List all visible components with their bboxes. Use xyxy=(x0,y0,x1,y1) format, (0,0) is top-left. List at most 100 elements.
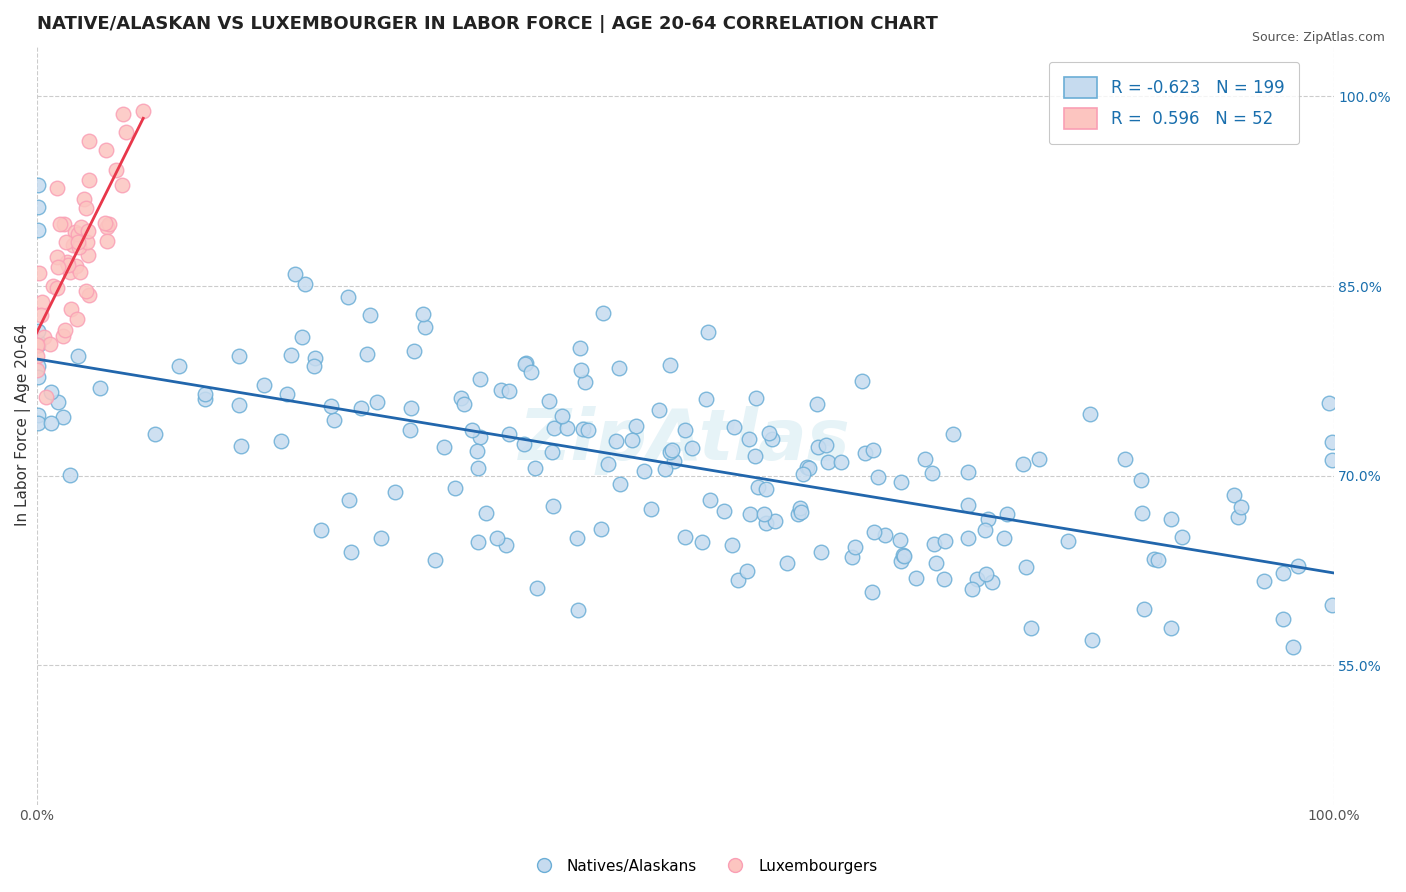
Point xyxy=(893,548,915,562)
Point xyxy=(1014,560,1036,574)
Point xyxy=(960,582,983,596)
Point xyxy=(956,532,979,546)
Point xyxy=(65,259,87,273)
Point xyxy=(276,386,298,401)
Point xyxy=(763,515,786,529)
Point xyxy=(592,306,614,320)
Point xyxy=(489,383,512,397)
Point xyxy=(942,427,965,442)
Point xyxy=(359,309,381,323)
Point xyxy=(567,531,589,545)
Point xyxy=(1322,453,1344,467)
Point xyxy=(654,462,676,476)
Point xyxy=(851,374,873,388)
Point xyxy=(664,453,686,467)
Point xyxy=(96,234,118,248)
Point xyxy=(94,216,117,230)
Point xyxy=(30,308,52,322)
Point xyxy=(284,267,307,281)
Point xyxy=(576,423,599,437)
Point xyxy=(904,571,927,585)
Point xyxy=(67,349,90,363)
Point xyxy=(673,529,696,543)
Point xyxy=(69,265,91,279)
Point xyxy=(727,573,749,587)
Point xyxy=(486,531,509,545)
Point xyxy=(713,504,735,518)
Point xyxy=(167,359,190,373)
Point xyxy=(461,423,484,437)
Point xyxy=(790,505,813,519)
Point xyxy=(755,516,778,531)
Point xyxy=(699,493,721,508)
Point xyxy=(252,378,274,392)
Point xyxy=(1317,396,1340,410)
Point xyxy=(412,307,434,321)
Point xyxy=(474,506,496,520)
Point xyxy=(76,235,98,249)
Point xyxy=(45,180,67,194)
Point xyxy=(792,467,814,482)
Point xyxy=(1171,530,1194,544)
Point xyxy=(56,255,79,269)
Point xyxy=(673,423,696,437)
Point xyxy=(957,465,980,479)
Point xyxy=(59,301,82,316)
Point xyxy=(356,347,378,361)
Point xyxy=(598,457,620,471)
Point xyxy=(569,362,592,376)
Point xyxy=(28,266,51,280)
Point xyxy=(723,420,745,434)
Legend: R = -0.623   N = 199, R =  0.596   N = 52: R = -0.623 N = 199, R = 0.596 N = 52 xyxy=(1049,62,1299,145)
Point xyxy=(498,427,520,442)
Point xyxy=(27,417,49,431)
Point xyxy=(541,445,564,459)
Point xyxy=(621,433,644,447)
Point xyxy=(543,421,565,435)
Point xyxy=(194,392,217,406)
Point xyxy=(1143,552,1166,566)
Point xyxy=(914,452,936,467)
Point xyxy=(46,260,69,275)
Point xyxy=(648,403,671,417)
Point xyxy=(624,419,647,434)
Point xyxy=(433,440,456,454)
Point xyxy=(1019,621,1042,635)
Point xyxy=(58,265,80,279)
Point xyxy=(132,103,155,118)
Point xyxy=(567,603,589,617)
Point xyxy=(45,251,67,265)
Point xyxy=(1286,558,1309,573)
Point xyxy=(96,220,118,235)
Point xyxy=(75,284,97,298)
Point xyxy=(526,582,548,596)
Point xyxy=(1160,621,1182,635)
Point xyxy=(495,538,517,552)
Point xyxy=(384,484,406,499)
Point xyxy=(980,574,1002,589)
Point xyxy=(77,134,100,148)
Point xyxy=(863,524,886,539)
Point xyxy=(1229,500,1251,514)
Text: NATIVE/ALASKAN VS LUXEMBOURGER IN LABOR FORCE | AGE 20-64 CORRELATION CHART: NATIVE/ALASKAN VS LUXEMBOURGER IN LABOR … xyxy=(37,15,938,33)
Point xyxy=(568,341,591,355)
Point xyxy=(1078,407,1101,421)
Point xyxy=(76,223,98,237)
Point xyxy=(889,533,911,547)
Point xyxy=(75,201,97,215)
Point xyxy=(27,408,49,422)
Point xyxy=(143,427,166,442)
Point xyxy=(46,281,69,295)
Point xyxy=(34,330,56,344)
Point xyxy=(776,556,799,570)
Point xyxy=(853,446,876,460)
Point xyxy=(321,399,343,413)
Point xyxy=(633,464,655,478)
Point xyxy=(890,554,912,568)
Point xyxy=(572,422,595,436)
Point xyxy=(1322,435,1344,450)
Point xyxy=(607,361,630,376)
Point xyxy=(523,461,546,475)
Point xyxy=(1281,640,1303,654)
Point xyxy=(755,483,778,497)
